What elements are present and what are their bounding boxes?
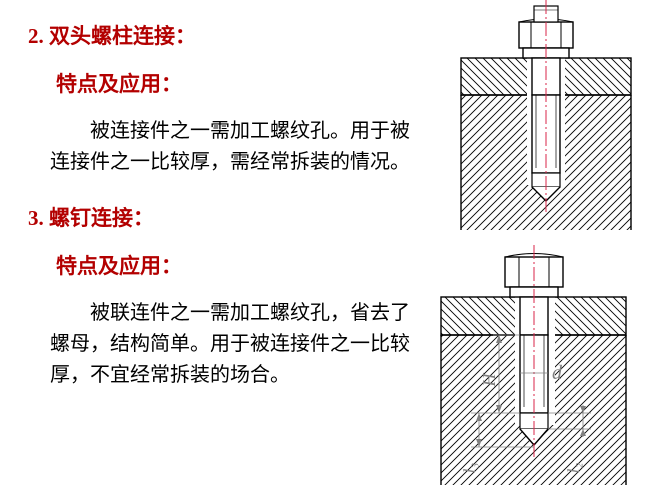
dim-d-label: d (552, 362, 563, 384)
section-2-body: 被连接件之一需加工螺纹孔。用于被连接件之一比较厚，需经常拆装的情况。 (50, 116, 415, 178)
section-3-subheading: 特点及应用： (56, 250, 415, 280)
section-2-subheading: 特点及应用： (56, 68, 415, 98)
diagram-column: d H l₃ l₂ (425, 0, 667, 500)
dim-l2-label: l₂ (564, 463, 583, 474)
section-3-body: 被联连件之一需加工螺纹孔，省去了螺母，结构简单。用于被连接件之一比较厚，不宜经常… (50, 298, 415, 391)
text-column: 2. 双头螺柱连接： 特点及应用： 被连接件之一需加工螺纹孔。用于被连接件之一比… (0, 0, 425, 500)
screw-diagram: d H l₃ l₂ (431, 235, 661, 490)
section-3-heading: 3. 螺钉连接： (28, 202, 415, 232)
stud-bolt-diagram (441, 0, 651, 235)
section-2-heading: 2. 双头螺柱连接： (28, 20, 415, 50)
dim-l3-label: l₃ (460, 463, 479, 474)
dim-H-label: H (479, 373, 499, 388)
